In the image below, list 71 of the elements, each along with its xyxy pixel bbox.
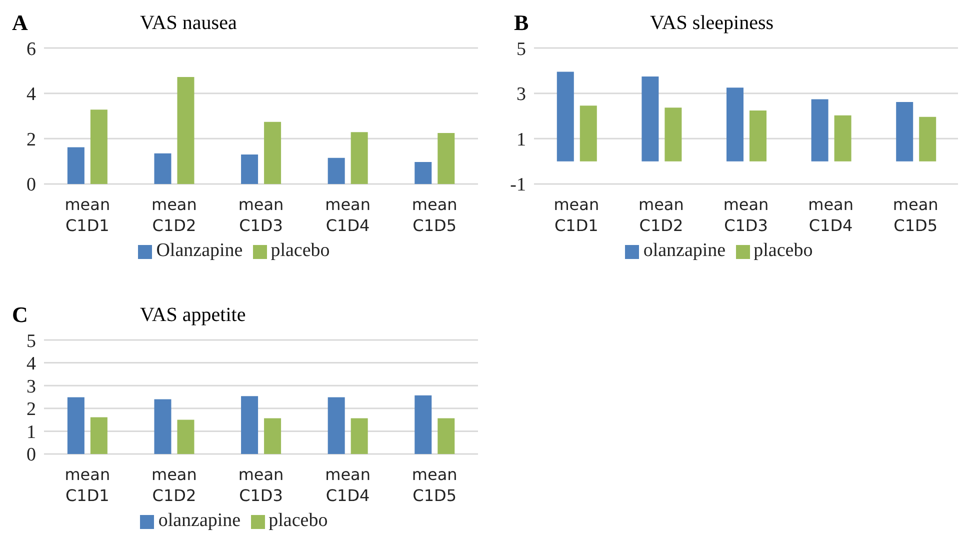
x-tick-label: mean C1D3 (238, 195, 284, 235)
legend-label: Olanzapine (156, 240, 243, 261)
bar (919, 116, 936, 162)
bar (264, 418, 282, 454)
bar (811, 99, 828, 162)
bar (241, 396, 258, 454)
bar (414, 395, 432, 454)
legend-label: olanzapine (158, 510, 241, 531)
bar (896, 102, 914, 162)
y-tick-label: 3 (26, 376, 36, 398)
bar (749, 110, 766, 162)
x-tick-label: mean C1D5 (412, 465, 458, 505)
bar (350, 132, 368, 184)
bar (438, 133, 455, 184)
bar (90, 417, 108, 454)
text: C (12, 302, 28, 328)
y-tick-label: 1 (516, 129, 526, 150)
x-tick-label: mean C1D3 (723, 195, 769, 235)
bar (328, 397, 345, 454)
bar (154, 399, 172, 454)
legend-label: placebo (754, 240, 813, 261)
x-tick-label: mean C1D2 (152, 465, 197, 505)
bar (414, 162, 432, 184)
chart-title: VAS sleepiness (650, 12, 774, 35)
bar (580, 106, 597, 162)
chart-title: VAS appetite (140, 304, 246, 327)
bar (438, 418, 455, 454)
x-tick-label: mean C1D4 (325, 195, 370, 235)
y-tick-label: 0 (26, 174, 36, 196)
chart-title: VAS nausea (140, 12, 237, 35)
y-tick-label: 2 (26, 399, 36, 420)
bar (90, 110, 108, 184)
x-tick-label: mean C1D2 (152, 195, 197, 235)
bar (67, 397, 84, 454)
y-tick-label: 2 (26, 129, 36, 150)
bar (556, 72, 574, 162)
y-tick-label: 5 (516, 38, 526, 60)
text: B (514, 10, 529, 36)
bar (177, 420, 194, 454)
bar (834, 115, 852, 162)
x-tick-label: mean C1D4 (325, 465, 370, 505)
x-tick-label: mean C1D5 (412, 195, 458, 235)
bar (350, 418, 368, 454)
x-tick-label: mean C1D1 (64, 465, 110, 505)
x-tick-label: mean C1D3 (238, 465, 284, 505)
bar (328, 158, 345, 184)
y-tick-label: 3 (516, 84, 526, 106)
x-tick-label: mean C1D1 (554, 195, 600, 235)
legend-label: placebo (270, 240, 330, 261)
y-tick-label: 4 (26, 84, 36, 106)
x-tick-label: mean C1D4 (808, 195, 854, 235)
y-tick-label: 4 (26, 354, 36, 375)
y-tick-label: 1 (26, 422, 36, 443)
y-tick-label: 0 (26, 444, 36, 466)
bar (642, 76, 659, 162)
bar (664, 108, 682, 162)
bar (264, 122, 282, 184)
y-tick-label: 6 (26, 38, 36, 60)
legend-label: placebo (268, 510, 328, 531)
x-tick-label: mean C1D2 (638, 195, 684, 235)
bar (726, 88, 744, 162)
x-tick-label: mean C1D5 (892, 195, 938, 235)
bar (154, 153, 172, 184)
text: A (12, 10, 28, 36)
bar (67, 147, 84, 184)
bar (177, 77, 194, 184)
y-tick-label: -1 (510, 174, 526, 196)
x-tick-label: mean C1D1 (64, 195, 110, 235)
legend-label: olanzapine (643, 240, 726, 261)
bar (241, 154, 258, 184)
y-tick-label: 5 (26, 330, 36, 352)
